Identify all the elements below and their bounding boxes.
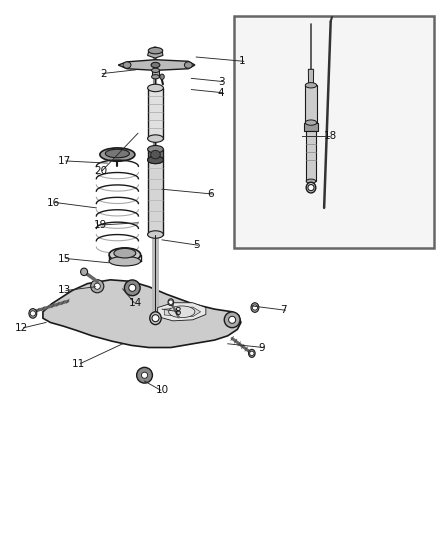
Ellipse shape <box>148 231 163 238</box>
Polygon shape <box>158 303 206 321</box>
Circle shape <box>129 284 136 292</box>
Ellipse shape <box>151 62 160 68</box>
Ellipse shape <box>305 83 317 88</box>
Text: 16: 16 <box>47 198 60 207</box>
Text: 8: 8 <box>174 307 181 317</box>
Ellipse shape <box>169 306 195 318</box>
Polygon shape <box>148 51 163 58</box>
Polygon shape <box>306 131 316 181</box>
Ellipse shape <box>160 74 164 79</box>
Polygon shape <box>148 160 163 235</box>
Text: 3: 3 <box>218 77 224 86</box>
Text: 12: 12 <box>15 323 28 333</box>
Ellipse shape <box>152 68 159 72</box>
Text: 13: 13 <box>58 286 71 295</box>
Ellipse shape <box>148 156 163 164</box>
Circle shape <box>308 184 314 191</box>
Ellipse shape <box>109 256 141 266</box>
Ellipse shape <box>114 248 136 258</box>
Text: 5: 5 <box>193 240 199 250</box>
Ellipse shape <box>150 312 161 325</box>
Ellipse shape <box>168 298 173 306</box>
Circle shape <box>141 372 148 378</box>
Ellipse shape <box>151 150 160 159</box>
Ellipse shape <box>184 62 192 68</box>
Ellipse shape <box>100 148 135 161</box>
Ellipse shape <box>152 75 159 79</box>
Polygon shape <box>148 88 163 139</box>
Ellipse shape <box>148 146 163 153</box>
Ellipse shape <box>148 47 162 54</box>
Text: 2: 2 <box>101 69 107 78</box>
Polygon shape <box>118 60 195 70</box>
Ellipse shape <box>148 156 163 164</box>
Text: 20: 20 <box>94 166 107 175</box>
Circle shape <box>94 283 100 289</box>
Circle shape <box>137 367 152 383</box>
Text: 9: 9 <box>258 343 265 352</box>
Ellipse shape <box>148 135 163 142</box>
Text: 7: 7 <box>280 305 287 315</box>
Text: 4: 4 <box>218 88 224 98</box>
Text: 18: 18 <box>324 131 337 141</box>
Bar <box>234 16 434 248</box>
Text: 11: 11 <box>72 359 85 368</box>
Polygon shape <box>148 149 163 160</box>
Ellipse shape <box>123 62 131 68</box>
Circle shape <box>124 280 140 296</box>
Circle shape <box>91 280 104 293</box>
Ellipse shape <box>81 268 88 276</box>
Polygon shape <box>304 123 318 131</box>
Ellipse shape <box>305 120 317 125</box>
Text: 1: 1 <box>239 56 245 66</box>
Text: 15: 15 <box>58 254 71 263</box>
Polygon shape <box>164 307 201 317</box>
Ellipse shape <box>29 309 37 318</box>
Text: 6: 6 <box>207 189 214 199</box>
Circle shape <box>30 311 35 316</box>
Ellipse shape <box>306 179 316 183</box>
Ellipse shape <box>306 182 316 193</box>
Ellipse shape <box>105 149 130 158</box>
Ellipse shape <box>148 84 163 92</box>
Ellipse shape <box>109 248 141 262</box>
Ellipse shape <box>251 303 259 312</box>
Text: 17: 17 <box>58 156 71 166</box>
Circle shape <box>250 351 254 356</box>
Text: 14: 14 <box>129 298 142 308</box>
Polygon shape <box>305 85 317 123</box>
Text: 19: 19 <box>94 220 107 230</box>
Circle shape <box>224 312 240 328</box>
Circle shape <box>169 300 173 304</box>
Polygon shape <box>308 69 314 149</box>
Polygon shape <box>152 70 159 77</box>
Circle shape <box>152 314 159 322</box>
Circle shape <box>252 305 258 310</box>
Ellipse shape <box>249 350 255 357</box>
Circle shape <box>229 316 236 324</box>
Text: 10: 10 <box>155 385 169 395</box>
Polygon shape <box>43 280 241 348</box>
